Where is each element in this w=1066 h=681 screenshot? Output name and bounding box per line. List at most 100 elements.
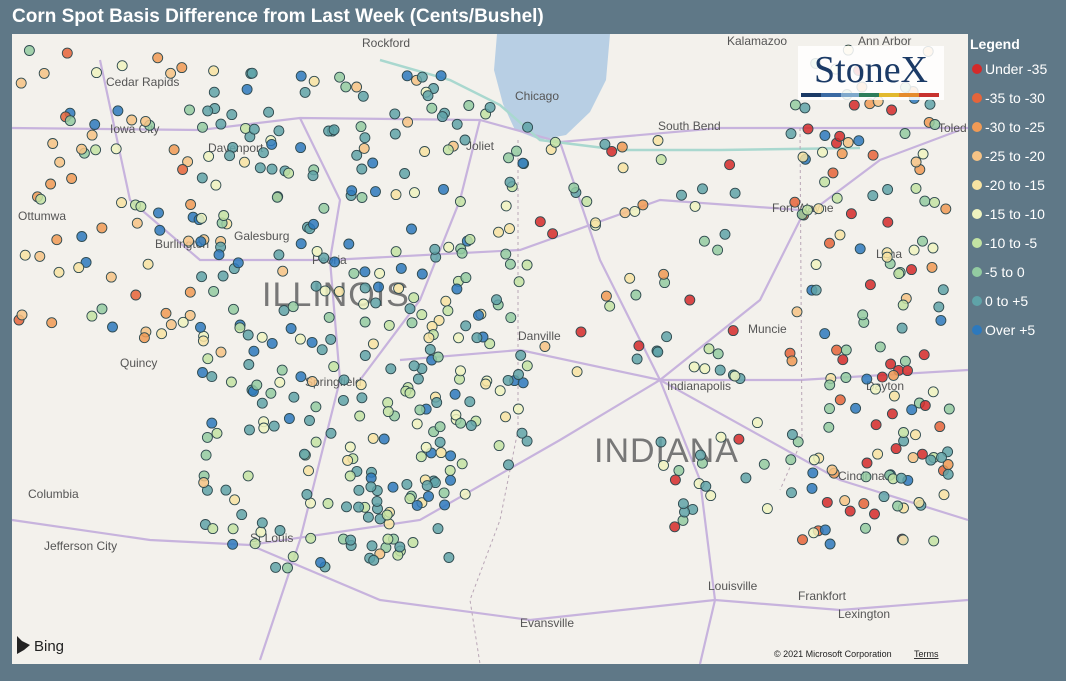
location-dot bbox=[801, 204, 813, 216]
location-dot bbox=[358, 142, 370, 154]
location-dot bbox=[355, 379, 367, 391]
location-dot bbox=[416, 268, 428, 280]
location-dot bbox=[616, 141, 628, 153]
legend-label[interactable]: -5 to 0 bbox=[985, 264, 1025, 280]
location-dot bbox=[408, 360, 420, 372]
place-label: Jefferson City bbox=[44, 539, 117, 553]
legend-label[interactable]: Under -35 bbox=[985, 61, 1047, 77]
location-dot bbox=[940, 203, 952, 215]
location-dot bbox=[786, 355, 798, 367]
place-label: South Bend bbox=[658, 119, 721, 133]
location-dot bbox=[356, 392, 368, 404]
location-dot bbox=[500, 411, 511, 423]
location-dot bbox=[152, 52, 164, 64]
location-dot bbox=[547, 228, 559, 240]
location-dot bbox=[435, 447, 447, 459]
location-dot bbox=[342, 454, 354, 466]
location-dot bbox=[504, 258, 516, 270]
legend-swatch bbox=[972, 64, 982, 74]
location-dot bbox=[942, 468, 954, 480]
location-dot bbox=[270, 561, 282, 573]
location-dot bbox=[416, 309, 428, 321]
location-dot bbox=[473, 309, 484, 321]
location-dot bbox=[897, 534, 909, 546]
legend-label[interactable]: -20 to -15 bbox=[985, 177, 1045, 193]
location-dot bbox=[928, 535, 940, 547]
location-dot bbox=[35, 193, 47, 205]
location-dot bbox=[715, 431, 727, 443]
location-dot bbox=[712, 348, 724, 360]
location-dot bbox=[419, 146, 431, 157]
location-dot bbox=[246, 67, 258, 79]
location-dot bbox=[810, 259, 822, 270]
location-dot bbox=[517, 157, 529, 169]
location-dot bbox=[885, 358, 897, 370]
location-dot bbox=[902, 365, 913, 377]
location-dot bbox=[471, 332, 483, 344]
location-dot bbox=[215, 118, 227, 130]
location-dot bbox=[390, 189, 402, 201]
legend-label[interactable]: -10 to -5 bbox=[985, 235, 1037, 251]
location-dot bbox=[345, 534, 357, 546]
location-dot bbox=[799, 102, 811, 114]
location-dot bbox=[310, 280, 322, 292]
location-dot bbox=[600, 290, 612, 302]
location-dot bbox=[401, 478, 413, 490]
legend-label[interactable]: -35 to -30 bbox=[985, 90, 1045, 106]
location-dot bbox=[232, 257, 244, 269]
location-dot bbox=[688, 361, 700, 373]
location-dot bbox=[351, 149, 363, 161]
location-dot bbox=[273, 249, 285, 261]
location-dot bbox=[16, 309, 28, 321]
location-dot bbox=[154, 224, 166, 236]
location-dot bbox=[411, 499, 423, 511]
location-dot bbox=[491, 294, 502, 306]
location-dot bbox=[503, 152, 514, 164]
location-dot bbox=[206, 417, 218, 429]
location-dot bbox=[444, 465, 456, 476]
legend-swatch bbox=[972, 238, 982, 248]
location-dot bbox=[359, 282, 371, 294]
location-dot bbox=[160, 307, 172, 319]
location-dot bbox=[844, 505, 856, 517]
location-dot bbox=[480, 378, 492, 390]
terms-link[interactable]: Terms bbox=[914, 649, 939, 659]
location-dot bbox=[208, 285, 220, 297]
location-dot bbox=[322, 498, 334, 509]
legend-label[interactable]: 0 to +5 bbox=[985, 293, 1028, 309]
location-dot bbox=[575, 326, 587, 338]
location-dot bbox=[751, 417, 763, 429]
location-dot bbox=[53, 266, 65, 278]
legend-label[interactable]: -30 to -25 bbox=[985, 119, 1045, 135]
legend-label[interactable]: -25 to -20 bbox=[985, 148, 1045, 164]
location-dot bbox=[268, 420, 280, 432]
location-dot bbox=[454, 196, 466, 207]
location-dot bbox=[242, 470, 254, 482]
location-dot bbox=[414, 404, 426, 416]
location-dot bbox=[356, 163, 368, 175]
place-label: Quincy bbox=[120, 356, 157, 370]
location-dot bbox=[906, 264, 917, 276]
location-dot bbox=[878, 491, 890, 503]
location-dot bbox=[206, 371, 218, 383]
legend-label[interactable]: Over +5 bbox=[985, 322, 1035, 338]
location-dot bbox=[248, 345, 260, 357]
location-dot bbox=[724, 159, 736, 171]
location-dot bbox=[381, 509, 393, 521]
location-dot bbox=[256, 331, 268, 343]
legend-label[interactable]: -15 to -10 bbox=[985, 206, 1045, 222]
location-dot bbox=[513, 369, 524, 380]
location-dot bbox=[23, 45, 35, 56]
location-dot bbox=[677, 498, 689, 510]
location-dot bbox=[202, 105, 214, 117]
location-dot bbox=[727, 325, 739, 337]
location-dot bbox=[196, 212, 207, 224]
location-dot bbox=[834, 229, 846, 241]
location-dot bbox=[315, 557, 327, 568]
location-dot bbox=[938, 489, 950, 501]
location-dot bbox=[399, 168, 411, 179]
location-dot bbox=[617, 162, 629, 174]
location-dot bbox=[789, 196, 801, 208]
location-dot bbox=[807, 467, 819, 479]
